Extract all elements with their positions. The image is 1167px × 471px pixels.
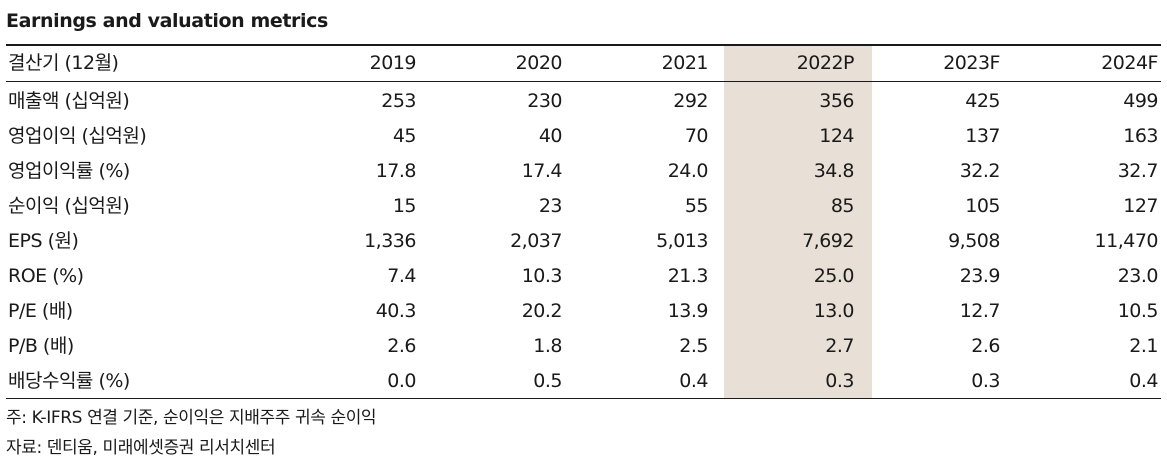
- cell-2022p: 85: [830, 195, 855, 217]
- cell-2024f: 2.1: [1129, 335, 1158, 357]
- cell-2022p: 7,692: [802, 230, 854, 252]
- row-label: 배당수익률 (%): [8, 370, 130, 392]
- cell-2023f: 425: [965, 90, 1000, 112]
- cell-2019: 40.3: [375, 300, 417, 322]
- source-note: 자료: 덴티움, 미래에셋증권 리서치센터: [6, 438, 276, 458]
- table-row: P/B (배) 2.6 1.8 2.5 2.7 2.6 2.1: [6, 329, 1161, 364]
- cell-2023f: 0.3: [971, 370, 1000, 392]
- cell-2019: 1,336: [364, 230, 416, 252]
- cell-2023f: 23.9: [959, 265, 1001, 287]
- cell-2019: 15: [392, 195, 417, 217]
- table-row: 매출액 (십억원) 253 230 292 356 425 499: [6, 84, 1161, 119]
- header-label: 결산기 (12월): [8, 52, 119, 74]
- cell-2020: 2,037: [510, 230, 562, 252]
- cell-2024f: 23.0: [1117, 265, 1159, 287]
- table-row: EPS (원) 1,336 2,037 5,013 7,692 9,508 11,470: [6, 224, 1161, 259]
- cell-2023f: 9,508: [948, 230, 1000, 252]
- row-label: 순이익 (십억원): [8, 195, 130, 217]
- table-row: 영업이익률 (%) 17.8 17.4 24.0 34.8 32.2 32.7: [6, 154, 1161, 189]
- top-rule: [6, 44, 1161, 46]
- cell-2020: 230: [527, 90, 562, 112]
- header-2024f: 2024F: [1101, 52, 1158, 74]
- table-row: ROE (%) 7.4 10.3 21.3 25.0 23.9 23.0: [6, 259, 1161, 294]
- row-label: ROE (%): [8, 265, 84, 287]
- bottom-rule: [6, 398, 1161, 399]
- cell-2022p: 25.0: [813, 265, 855, 287]
- table-row: P/E (배) 40.3 20.2 13.9 13.0 12.7 10.5: [6, 294, 1161, 329]
- table-row: 영업이익 (십억원) 45 40 70 124 137 163: [6, 119, 1161, 154]
- cell-2023f: 137: [965, 125, 1000, 147]
- cell-2024f: 127: [1123, 195, 1158, 217]
- row-label: EPS (원): [8, 230, 79, 252]
- row-label: P/B (배): [8, 335, 74, 357]
- header-2021: 2021: [661, 52, 709, 74]
- cell-2020: 1.8: [533, 335, 562, 357]
- cell-2024f: 0.4: [1129, 370, 1158, 392]
- cell-2021: 70: [684, 125, 709, 147]
- cell-2019: 7.4: [387, 265, 416, 287]
- cell-2019: 2.6: [387, 335, 416, 357]
- cell-2024f: 163: [1123, 125, 1158, 147]
- cell-2024f: 32.7: [1117, 160, 1159, 182]
- row-label: 매출액 (십억원): [8, 90, 130, 112]
- cell-2024f: 11,470: [1094, 230, 1159, 252]
- footnote: 주: K-IFRS 연결 기준, 순이익은 지배주주 귀속 순이익: [6, 408, 377, 428]
- header-2022p: 2022P: [796, 52, 855, 74]
- cell-2022p: 13.0: [813, 300, 855, 322]
- header-row: 결산기 (12월) 2019 2020 2021 2022P 2023F 202…: [6, 46, 1161, 81]
- cell-2022p: 0.3: [825, 370, 854, 392]
- cell-2024f: 499: [1123, 90, 1158, 112]
- cell-2022p: 356: [819, 90, 854, 112]
- cell-2021: 292: [673, 90, 708, 112]
- cell-2021: 5,013: [656, 230, 708, 252]
- cell-2024f: 10.5: [1117, 300, 1159, 322]
- cell-2020: 23: [538, 195, 563, 217]
- header-2023f: 2023F: [943, 52, 1000, 74]
- cell-2019: 45: [392, 125, 417, 147]
- cell-2021: 21.3: [667, 265, 709, 287]
- cell-2019: 0.0: [387, 370, 416, 392]
- cell-2020: 17.4: [521, 160, 563, 182]
- cell-2021: 55: [684, 195, 709, 217]
- cell-2020: 0.5: [533, 370, 562, 392]
- row-label: 영업이익률 (%): [8, 160, 130, 182]
- cell-2021: 24.0: [667, 160, 709, 182]
- cell-2023f: 32.2: [959, 160, 1001, 182]
- cell-2023f: 105: [965, 195, 1000, 217]
- cell-2020: 10.3: [521, 265, 563, 287]
- table-row: 배당수익률 (%) 0.0 0.5 0.4 0.3 0.3 0.4: [6, 364, 1161, 399]
- row-label: P/E (배): [8, 300, 73, 322]
- cell-2020: 40: [538, 125, 563, 147]
- table-title: Earnings and valuation metrics: [6, 10, 328, 32]
- highlight-column-2022p: [724, 44, 872, 399]
- cell-2021: 0.4: [679, 370, 708, 392]
- cell-2022p: 34.8: [813, 160, 855, 182]
- header-2019: 2019: [369, 52, 417, 74]
- row-label: 영업이익 (십억원): [8, 125, 147, 147]
- header-rule: [6, 81, 1161, 82]
- cell-2023f: 12.7: [959, 300, 1001, 322]
- cell-2022p: 124: [819, 125, 854, 147]
- table-row: 순이익 (십억원) 15 23 55 85 105 127: [6, 189, 1161, 224]
- cell-2022p: 2.7: [825, 335, 854, 357]
- cell-2021: 2.5: [679, 335, 708, 357]
- cell-2021: 13.9: [667, 300, 709, 322]
- cell-2023f: 2.6: [971, 335, 1000, 357]
- cell-2019: 253: [381, 90, 416, 112]
- cell-2019: 17.8: [375, 160, 417, 182]
- cell-2020: 20.2: [521, 300, 563, 322]
- header-2020: 2020: [515, 52, 563, 74]
